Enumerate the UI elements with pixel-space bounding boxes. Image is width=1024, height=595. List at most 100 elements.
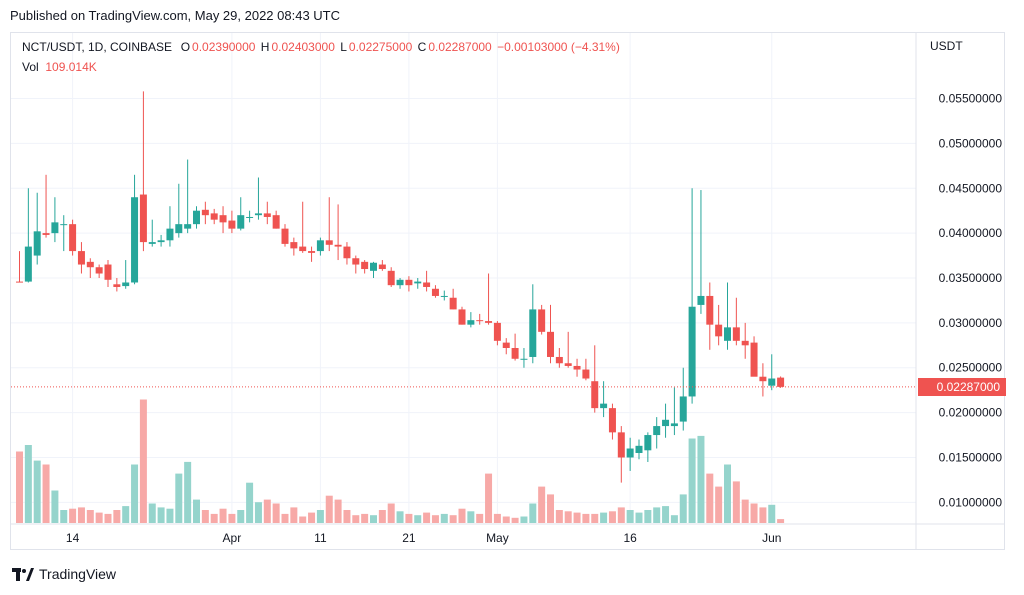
candle-body[interactable] bbox=[502, 342, 510, 348]
candle-body[interactable] bbox=[219, 215, 227, 223]
candle-body[interactable] bbox=[86, 261, 94, 268]
candle-body[interactable] bbox=[600, 403, 608, 409]
candle-body[interactable] bbox=[706, 295, 714, 325]
candle-body[interactable] bbox=[582, 369, 590, 379]
volume-bars bbox=[16, 399, 785, 523]
candle-body[interactable] bbox=[33, 231, 41, 256]
candle-body[interactable] bbox=[529, 309, 537, 357]
candle-body[interactable] bbox=[573, 365, 581, 370]
candle-body[interactable] bbox=[715, 324, 723, 337]
candle-body[interactable] bbox=[42, 233, 50, 235]
candle-body[interactable] bbox=[263, 213, 271, 217]
volume-bar bbox=[653, 507, 661, 523]
candle-body[interactable] bbox=[316, 240, 324, 252]
candle-body[interactable] bbox=[493, 322, 501, 341]
candle-body[interactable] bbox=[653, 426, 661, 436]
candle-body[interactable] bbox=[281, 228, 289, 244]
candle-body[interactable] bbox=[95, 267, 103, 274]
candle-body[interactable] bbox=[122, 282, 130, 287]
candle-body[interactable] bbox=[547, 331, 554, 357]
candle-body[interactable] bbox=[555, 356, 563, 364]
candle-body[interactable] bbox=[16, 281, 23, 283]
candle-body[interactable] bbox=[24, 246, 32, 282]
candle-body[interactable] bbox=[77, 251, 85, 265]
candle-body[interactable] bbox=[387, 270, 395, 286]
candle-body[interactable] bbox=[378, 264, 386, 270]
candle-body[interactable] bbox=[60, 224, 68, 226]
candle-body[interactable] bbox=[476, 320, 484, 322]
volume-bar bbox=[175, 473, 183, 523]
candle-body[interactable] bbox=[741, 340, 749, 346]
volume-bar bbox=[228, 513, 236, 523]
candle-body[interactable] bbox=[370, 262, 377, 271]
candle-body[interactable] bbox=[564, 363, 572, 366]
candle-body[interactable] bbox=[511, 348, 519, 359]
candle-body[interactable] bbox=[759, 376, 767, 382]
candle-body[interactable] bbox=[431, 288, 439, 296]
candle-body[interactable] bbox=[343, 246, 351, 259]
candle-body[interactable] bbox=[662, 419, 670, 427]
candle-body[interactable] bbox=[308, 251, 316, 253]
candle-body[interactable] bbox=[396, 279, 404, 286]
candle-body[interactable] bbox=[166, 228, 174, 241]
candle-body[interactable] bbox=[246, 216, 254, 218]
candle-body[interactable] bbox=[237, 215, 245, 229]
candle-body[interactable] bbox=[635, 445, 643, 453]
candle-body[interactable] bbox=[688, 306, 696, 397]
candle-body[interactable] bbox=[69, 224, 77, 252]
volume-bar bbox=[16, 451, 23, 523]
candle-body[interactable] bbox=[193, 210, 200, 225]
candle-body[interactable] bbox=[272, 215, 280, 229]
candle-body[interactable] bbox=[405, 279, 413, 286]
candle-body[interactable] bbox=[131, 197, 139, 283]
candle-body[interactable] bbox=[777, 377, 785, 387]
candle-body[interactable] bbox=[440, 295, 448, 297]
volume-bar bbox=[210, 513, 218, 523]
candle-body[interactable] bbox=[290, 242, 298, 249]
candle-body[interactable] bbox=[724, 327, 731, 341]
candle-body[interactable] bbox=[732, 327, 740, 341]
volume-bar bbox=[591, 513, 599, 523]
candle-body[interactable] bbox=[626, 448, 634, 458]
candle-body[interactable] bbox=[299, 246, 307, 252]
candle-body[interactable] bbox=[608, 408, 616, 433]
candle-body[interactable] bbox=[670, 423, 678, 427]
candle-body[interactable] bbox=[750, 342, 758, 377]
candle-body[interactable] bbox=[228, 220, 236, 229]
candle-body[interactable] bbox=[139, 194, 147, 243]
candle-body[interactable] bbox=[201, 209, 209, 216]
candle-body[interactable] bbox=[458, 309, 466, 325]
volume-bar bbox=[485, 473, 493, 523]
volume-bar bbox=[272, 503, 280, 523]
candle-body[interactable] bbox=[352, 258, 360, 265]
candle-body[interactable] bbox=[334, 244, 342, 247]
candle-body[interactable] bbox=[467, 320, 475, 325]
candle-body[interactable] bbox=[361, 261, 369, 270]
footer-brand[interactable]: TradingView bbox=[12, 566, 116, 582]
candle-body[interactable] bbox=[520, 358, 528, 360]
candle-body[interactable] bbox=[423, 282, 431, 287]
candle-body[interactable] bbox=[485, 321, 493, 323]
candle-body[interactable] bbox=[175, 224, 183, 234]
candle-body[interactable] bbox=[679, 396, 687, 422]
candle-body[interactable] bbox=[414, 281, 422, 284]
volume-bar bbox=[157, 507, 165, 523]
candle-body[interactable] bbox=[617, 432, 625, 458]
candle-body[interactable] bbox=[184, 224, 192, 229]
candle-body[interactable] bbox=[51, 222, 59, 234]
candle-body[interactable] bbox=[644, 435, 652, 451]
candle-body[interactable] bbox=[148, 242, 156, 244]
candle-body[interactable] bbox=[157, 240, 165, 243]
candle-body[interactable] bbox=[591, 381, 599, 409]
candle-body[interactable] bbox=[104, 264, 112, 280]
candle-body[interactable] bbox=[325, 240, 333, 245]
candle-body[interactable] bbox=[768, 378, 776, 386]
candle-body[interactable] bbox=[113, 284, 121, 287]
candle-body[interactable] bbox=[210, 213, 218, 220]
candle-body[interactable] bbox=[697, 295, 705, 305]
candle-body[interactable] bbox=[449, 297, 457, 310]
candle-body[interactable] bbox=[254, 213, 262, 216]
volume-bar bbox=[281, 513, 289, 523]
candle-body[interactable] bbox=[538, 309, 546, 332]
